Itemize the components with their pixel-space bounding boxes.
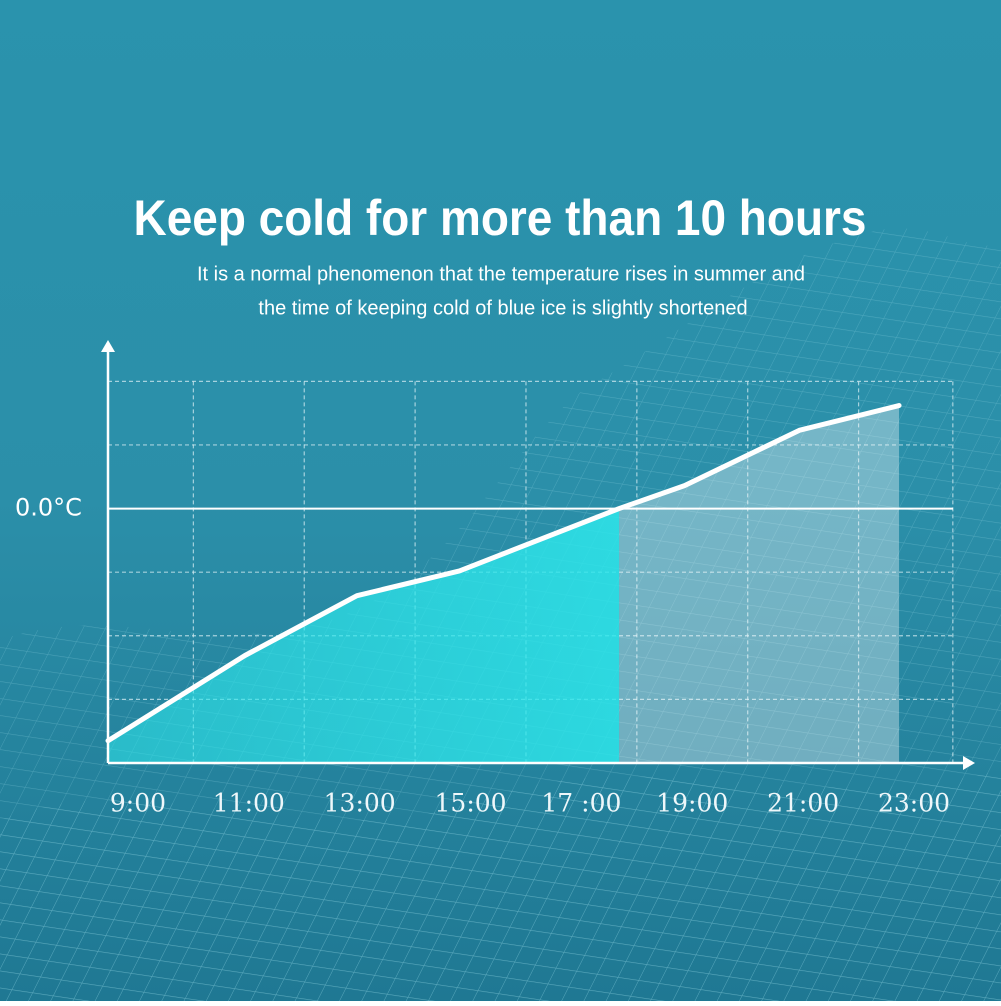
area-above-zero bbox=[619, 405, 900, 763]
y-tick-label: 0.0°C bbox=[15, 494, 82, 522]
y-axis-arrow bbox=[101, 340, 115, 352]
x-tick-label: 21:00 bbox=[767, 789, 839, 818]
x-axis-arrow bbox=[963, 756, 975, 770]
x-tick-label: 23:00 bbox=[878, 789, 950, 818]
line bbox=[105, 403, 902, 744]
chart-subtitle: It is a normal phenomenon that the tempe… bbox=[197, 263, 805, 285]
x-tick-label: 9:00 bbox=[110, 789, 166, 818]
x-tick-label: 19:00 bbox=[656, 789, 728, 818]
x-tick-label: 15:00 bbox=[435, 789, 507, 818]
area-below-zero bbox=[108, 508, 620, 763]
x-tick-label: 11:00 bbox=[213, 789, 285, 818]
chart-subtitle: the time of keeping cold of blue ice is … bbox=[258, 297, 747, 319]
chart-title: Keep cold for more than 10 hours bbox=[134, 190, 867, 246]
x-tick-label: 17 :00 bbox=[541, 789, 621, 818]
background-mesh bbox=[0, 770, 1001, 1001]
x-tick-label: 13:00 bbox=[324, 789, 396, 818]
plot: 0.0°C 9:00 11:00 13:00 15:00 17 :00 19:00 21:00… bbox=[15, 340, 975, 818]
